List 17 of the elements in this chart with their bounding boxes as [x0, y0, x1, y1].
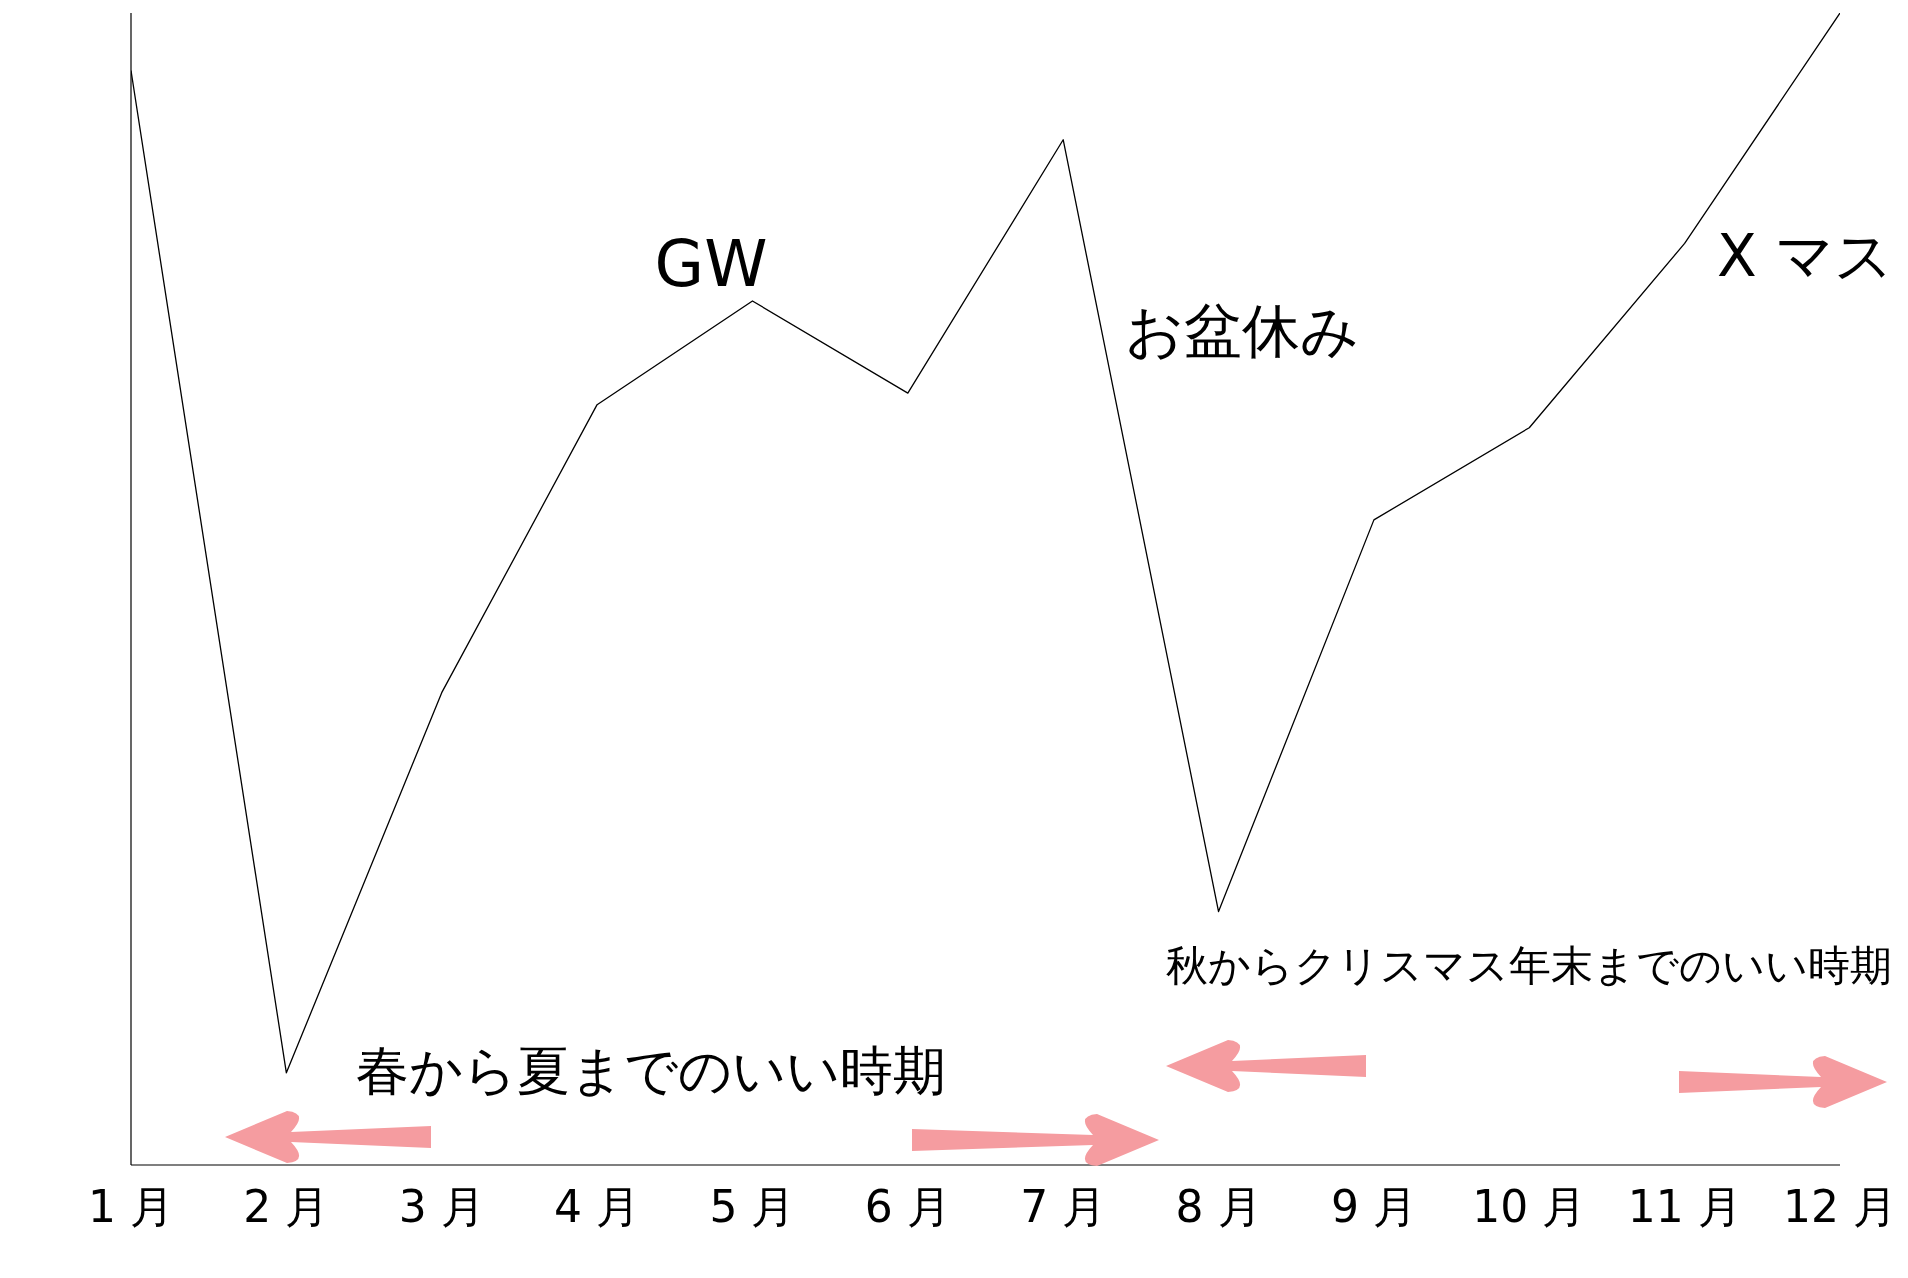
x-tick-label: 8 月 — [1175, 1181, 1262, 1233]
x-tick-label: 6 月 — [864, 1181, 951, 1233]
x-tick-label: 12 月 — [1783, 1181, 1897, 1233]
x-tick-label: 1 月 — [88, 1181, 174, 1233]
annotation: お盆休み — [1125, 297, 1359, 365]
x-tick-label: 7 月 — [1020, 1181, 1107, 1233]
x-tick-label: 10 月 — [1472, 1181, 1587, 1233]
x-tick-label: 11 月 — [1627, 1181, 1742, 1233]
x-tick-label: 3 月 — [398, 1181, 485, 1233]
annotation: 秋からクリスマス年末までのいい時期 — [1166, 940, 1892, 990]
annotation: GW — [654, 227, 768, 301]
x-tick-label: 5 月 — [709, 1181, 796, 1233]
x-tick-label: 9 月 — [1330, 1181, 1417, 1233]
annotation: 春から夏までのいい時期 — [356, 1039, 946, 1101]
x-tick-label: 4 月 — [554, 1181, 641, 1233]
x-tick-label: 2 月 — [243, 1181, 330, 1233]
annotation: X マス — [1716, 222, 1894, 290]
